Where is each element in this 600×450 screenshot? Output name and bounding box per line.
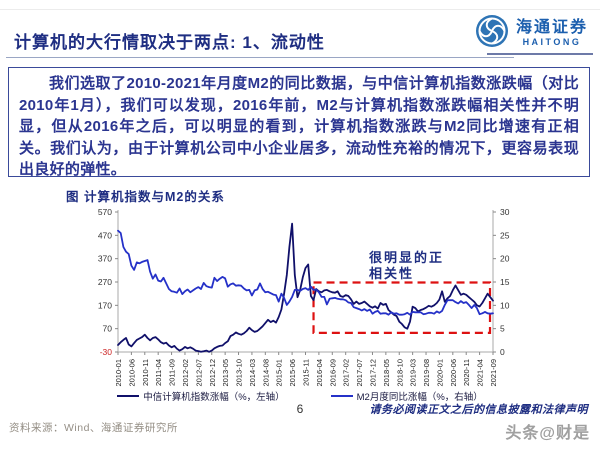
svg-text:2016-04: 2016-04 xyxy=(315,359,324,387)
svg-text:2010-06: 2010-06 xyxy=(127,359,136,387)
svg-text:570: 570 xyxy=(98,207,112,217)
svg-text:2015-11: 2015-11 xyxy=(302,359,311,386)
annotation-line-2: 相关性 xyxy=(369,266,415,281)
citic-index-legend-label: 中信计算机指数涨幅（%，左轴） xyxy=(143,392,285,403)
title-divider xyxy=(6,57,514,58)
svg-text:2021-04: 2021-04 xyxy=(476,359,485,387)
chart-caption: 图 计算机指数与M2的关系 xyxy=(66,190,225,204)
page-title: 计算机的大行情取决于两点: 1、流动性 xyxy=(14,33,325,52)
svg-text:2021-09: 2021-09 xyxy=(489,359,498,387)
svg-text:2010-11: 2010-11 xyxy=(141,359,150,386)
logo-name-en: HAITONG xyxy=(522,37,582,47)
svg-text:2014-03: 2014-03 xyxy=(248,359,257,387)
svg-text:2011-04: 2011-04 xyxy=(154,359,163,386)
legend-item-citic-index: 中信计算机指数涨幅（%，左轴） xyxy=(117,389,285,403)
logo-name-cn: 海通证券 xyxy=(515,19,588,36)
top-divider xyxy=(0,9,600,10)
svg-text:170: 170 xyxy=(98,300,112,310)
svg-text:2017-07: 2017-07 xyxy=(355,359,364,387)
m2-line-swatch xyxy=(330,394,353,398)
logo-divider xyxy=(487,53,593,55)
svg-text:20: 20 xyxy=(500,254,510,264)
svg-text:2012-07: 2012-07 xyxy=(194,359,203,387)
disclaimer-text: 请务必阅读正文之后的信息披露和法律声明 xyxy=(369,404,588,416)
svg-text:5: 5 xyxy=(500,324,505,334)
haitong-swirl-icon xyxy=(474,13,510,54)
m2-vs-computer-index-chart: 570 470 370 270 170 70 -30 30 25 20 15 10 5 0 2010-01 2… xyxy=(98,207,510,387)
svg-text:2015-06: 2015-06 xyxy=(288,359,297,387)
positive-correlation-annotation: 很明显的正 相关性 xyxy=(369,250,444,282)
svg-text:30: 30 xyxy=(500,207,510,217)
svg-text:2017-12: 2017-12 xyxy=(368,359,377,387)
svg-text:2012-02: 2012-02 xyxy=(181,359,190,387)
svg-text:370: 370 xyxy=(98,254,112,264)
svg-text:2018-05: 2018-05 xyxy=(382,359,391,387)
svg-text:2011-09: 2011-09 xyxy=(168,359,177,386)
page-number: 6 xyxy=(296,402,304,416)
logo-text: 海通证券 HAITONG xyxy=(516,20,588,47)
svg-text:2020-01: 2020-01 xyxy=(435,359,444,387)
haitong-logo: 海通证券 HAITONG xyxy=(474,13,588,54)
toutiao-watermark: 头条@财是 xyxy=(505,425,590,442)
svg-text:15: 15 xyxy=(500,277,510,287)
svg-text:2019-08: 2019-08 xyxy=(422,359,431,387)
svg-text:2010-01: 2010-01 xyxy=(114,359,123,387)
svg-text:2020-06: 2020-06 xyxy=(449,359,458,387)
svg-text:2018-10: 2018-10 xyxy=(395,359,404,387)
svg-text:470: 470 xyxy=(98,230,112,240)
citic-index-line-swatch xyxy=(117,394,140,398)
svg-text:10: 10 xyxy=(500,300,510,310)
annotation-line-1: 很明显的正 xyxy=(369,250,445,265)
svg-text:2013-10: 2013-10 xyxy=(235,359,244,387)
summary-text-box: 我们选取了2010-2021年月度M2的同比数据，与中信计算机指数涨跌幅（对比2… xyxy=(8,67,590,178)
m2-legend-label: M2月度同比涨幅（%，右轴） xyxy=(356,392,483,403)
svg-text:70: 70 xyxy=(103,324,113,334)
chart-legend: 中信计算机指数涨幅（%，左轴） M2月度同比涨幅（%，右轴） xyxy=(0,389,600,403)
source-note: 资料来源：Wind、海通证券研究所 xyxy=(9,422,178,434)
svg-text:2013-05: 2013-05 xyxy=(221,359,230,387)
legend-item-m2: M2月度同比涨幅（%，右轴） xyxy=(330,389,483,403)
svg-text:2017-02: 2017-02 xyxy=(342,359,351,387)
svg-text:2016-09: 2016-09 xyxy=(328,359,337,387)
svg-text:-30: -30 xyxy=(100,347,113,357)
svg-text:2014-08: 2014-08 xyxy=(261,359,270,387)
svg-text:270: 270 xyxy=(98,277,112,287)
svg-text:2015-01: 2015-01 xyxy=(275,359,284,387)
svg-text:2012-12: 2012-12 xyxy=(208,359,217,387)
svg-text:2020-11: 2020-11 xyxy=(462,359,471,386)
svg-text:2019-03: 2019-03 xyxy=(409,359,418,387)
svg-text:0: 0 xyxy=(500,347,505,357)
svg-text:25: 25 xyxy=(500,230,510,240)
